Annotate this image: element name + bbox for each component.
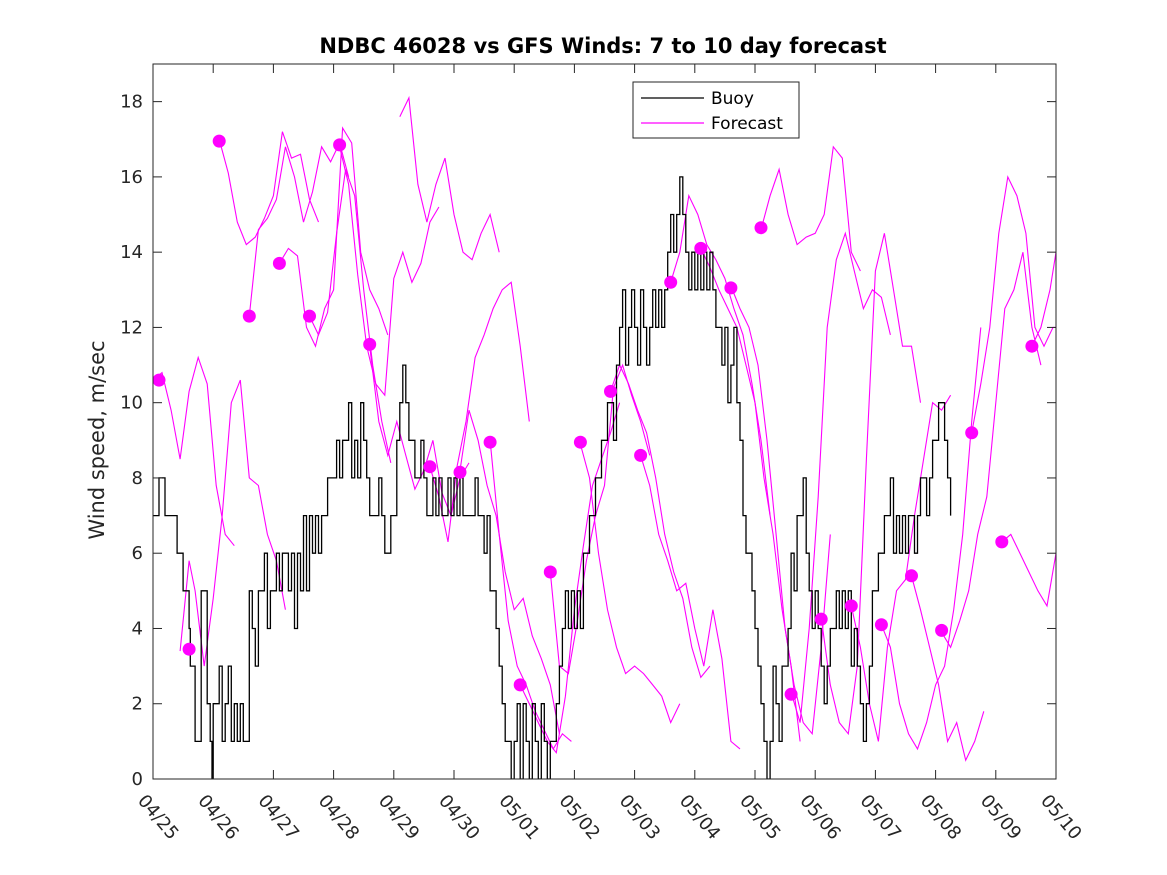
forecast-line-15 xyxy=(609,363,711,679)
legend-buoy-label: Buoy xyxy=(711,89,754,109)
forecast-line-22 xyxy=(820,233,922,736)
forecast-marker-2 xyxy=(212,134,226,148)
forecast-marker-18 xyxy=(724,281,738,295)
forecast-marker-23 xyxy=(874,618,888,632)
forecast-line-26 xyxy=(941,252,1042,649)
forecast-marker-14 xyxy=(604,384,617,398)
forecast-line-24 xyxy=(880,327,982,751)
forecast-line-2 xyxy=(218,131,320,246)
forecast-marker-1 xyxy=(182,642,196,656)
forecast-marker-20 xyxy=(784,687,798,701)
forecast-line-3 xyxy=(248,141,350,317)
forecast-line-19 xyxy=(730,285,831,736)
forecast-marker-0 xyxy=(153,373,166,387)
series-layer xyxy=(153,95,1056,779)
plot-area xyxy=(153,64,1056,779)
legend: Buoy Forecast xyxy=(632,81,800,139)
y-tick-label-7: 14 xyxy=(120,242,143,263)
y-tick-label-6: 12 xyxy=(120,317,143,338)
plot-background xyxy=(153,64,1056,779)
forecast-marker-12 xyxy=(543,565,557,579)
legend-box xyxy=(632,81,800,139)
forecast-line-23 xyxy=(850,394,952,742)
forecast-marker-7 xyxy=(363,337,377,351)
forecast-line-13 xyxy=(549,363,651,675)
legend-forecast-label: Forecast xyxy=(711,114,783,134)
forecast-line-10 xyxy=(459,410,560,734)
chart-title: NDBC 46028 vs GFS Winds: 7 to 10 day for… xyxy=(319,34,886,58)
y-tick-label-1: 2 xyxy=(132,694,143,715)
forecast-line-27 xyxy=(971,175,1056,433)
forecast-line-18 xyxy=(700,248,801,742)
forecast-marker-6 xyxy=(333,138,347,152)
forecast-line-14 xyxy=(579,443,681,725)
forecast-marker-13 xyxy=(573,435,587,449)
forecast-line-0 xyxy=(153,355,235,547)
axes-box xyxy=(152,63,1057,780)
forecast-marker-28 xyxy=(1025,339,1039,353)
forecast-marker-19 xyxy=(754,221,768,235)
forecast-marker-21 xyxy=(814,612,828,626)
forecast-line-29 xyxy=(1031,252,1056,347)
forecast-marker-4 xyxy=(272,256,286,270)
y-tick-label-3: 6 xyxy=(132,543,143,564)
forecast-marker-11 xyxy=(513,678,527,692)
y-tick-label-9: 18 xyxy=(120,92,143,113)
forecast-marker-27 xyxy=(995,535,1009,549)
forecast-line-16 xyxy=(640,455,741,750)
forecast-line-25 xyxy=(910,575,985,762)
forecast-marker-17 xyxy=(694,241,708,255)
forecast-line-28 xyxy=(1001,533,1056,608)
y-axis-label: Wind speed, m/sec xyxy=(85,340,109,539)
buoy-line xyxy=(153,176,952,779)
forecast-marker-24 xyxy=(905,569,918,583)
forecast-marker-22 xyxy=(844,599,858,613)
y-tick-label-8: 16 xyxy=(120,167,143,188)
forecast-line-12 xyxy=(519,402,621,755)
y-tick-label-0: 0 xyxy=(132,769,143,790)
forecast-marker-15 xyxy=(634,448,648,462)
forecast-marker-8 xyxy=(423,460,437,474)
forecast-marker-5 xyxy=(303,309,316,323)
forecast-line-17 xyxy=(670,193,771,516)
forecast-marker-3 xyxy=(242,309,256,323)
forecast-line-5 xyxy=(309,169,392,464)
forecast-line-8 xyxy=(399,95,500,261)
forecast-marker-26 xyxy=(965,426,979,440)
forecast-line-7 xyxy=(369,346,470,518)
y-tick-label-2: 4 xyxy=(132,618,143,639)
forecast-marker-10 xyxy=(483,435,497,449)
forecast-marker-9 xyxy=(453,465,467,479)
forecast-line-6 xyxy=(339,146,440,397)
forecast-marker-16 xyxy=(664,275,678,289)
forecast-line-9 xyxy=(429,281,530,543)
y-tick-label-4: 8 xyxy=(132,468,143,489)
forecast-line-4 xyxy=(278,126,389,348)
forecast-line-20 xyxy=(760,145,861,272)
y-tick-label-5: 10 xyxy=(120,393,143,414)
forecast-marker-25 xyxy=(935,623,949,637)
forecast-line-1 xyxy=(179,379,286,667)
